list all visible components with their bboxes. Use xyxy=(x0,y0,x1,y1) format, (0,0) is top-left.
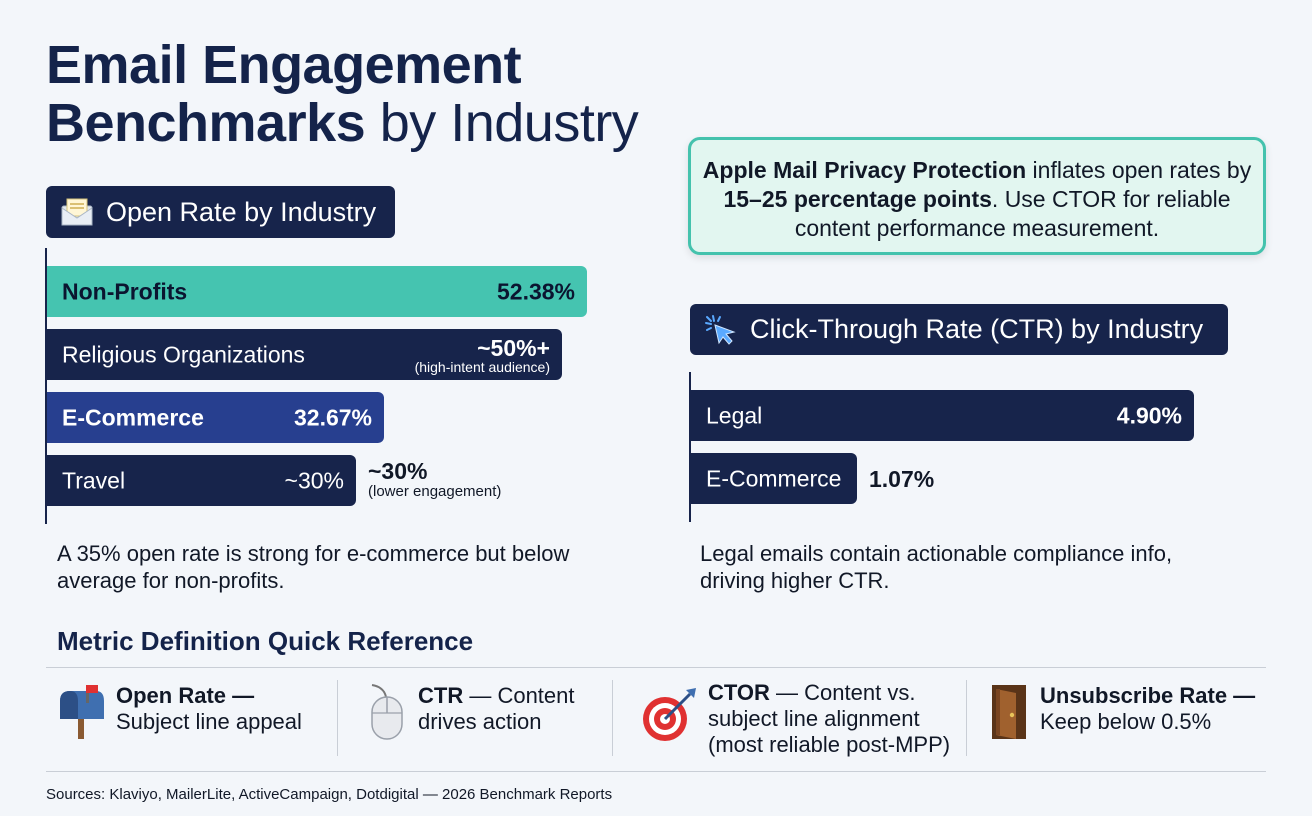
ctr-bar: Legal 4.90% xyxy=(691,390,1194,441)
qr-open-desc: Subject line appeal xyxy=(116,709,302,734)
qr-unsub-name: Unsubscribe Rate xyxy=(1040,683,1228,708)
open-rate-bar-value: ~50%+ (high-intent audience) xyxy=(414,334,550,375)
quick-ref-ctor: CTOR — Content vs. subject line alignmen… xyxy=(640,680,958,758)
quick-ref-ctr: CTR — Content drives action xyxy=(364,683,575,746)
ctr-bar-label: E-Commerce xyxy=(706,465,842,491)
cursor-click-icon xyxy=(704,314,738,346)
callout-part4: . Use CTOR for reliable content performa… xyxy=(794,186,1231,241)
quick-reference-divider-bottom xyxy=(46,771,1266,772)
qr-ctr-name: CTR xyxy=(418,683,464,708)
mouse-icon xyxy=(364,683,408,746)
open-rate-annotation: ~30% (lower engagement) xyxy=(368,458,502,500)
door-icon xyxy=(988,683,1030,746)
open-rate-bar: Religious Organizations ~50%+ (high-intent… xyxy=(47,329,562,380)
open-rate-bar: Travel ~30% xyxy=(47,455,356,506)
callout-part3: 15–25 percentage points xyxy=(723,186,992,212)
quick-reference-title: Metric Definition Quick Reference xyxy=(57,626,474,656)
open-rate-bar-label: Non-Profits xyxy=(62,278,188,304)
envelope-icon xyxy=(60,197,94,227)
open-rate-axis xyxy=(45,248,47,524)
ctr-bar-value: 4.90% xyxy=(1116,402,1182,428)
open-rate-bar-label: E-Commerce xyxy=(62,404,204,430)
quick-ref-unsubscribe: Unsubscribe Rate — Keep below 0.5% xyxy=(988,683,1255,746)
quick-ref-separator-3 xyxy=(966,680,967,756)
sources: Sources: Klaviyo, MailerLite, ActiveCamp… xyxy=(46,786,613,803)
qr-ctor-dash: — Content vs. xyxy=(769,680,916,705)
ctr-bar: E-Commerce xyxy=(691,453,857,504)
open-rate-bar-value: ~30% xyxy=(284,467,344,493)
quick-ref-separator-2 xyxy=(612,680,613,756)
quick-ref-separator-1 xyxy=(337,680,338,756)
ctr-bar-label: Legal xyxy=(706,402,763,428)
qr-unsub-dash: — xyxy=(1227,683,1256,708)
quick-ref-open-rate: Open Rate — Subject line appeal xyxy=(56,683,302,746)
open-rate-heading-label: Open Rate by Industry xyxy=(106,196,377,227)
ctr-heading: Click-Through Rate (CTR) by Industry xyxy=(690,304,1228,355)
target-icon xyxy=(640,686,698,749)
page-title: Email Engagement Benchmarks by Industry xyxy=(46,35,639,153)
qr-ctr-desc: drives action xyxy=(418,709,542,734)
ctr-bar-value: 1.07% xyxy=(869,466,935,492)
qr-open-dash: — xyxy=(226,683,255,708)
open-rate-bar: Non-Profits 52.38% xyxy=(47,266,587,317)
title-line1: Email Engagement xyxy=(46,35,522,95)
open-rate-heading: Open Rate by Industry xyxy=(46,186,395,238)
qr-unsub-desc: Keep below 0.5% xyxy=(1040,709,1212,734)
open-rate-bar-value: 52.38% xyxy=(496,278,575,304)
callout-part1: Apple Mail Privacy Protection xyxy=(702,157,1027,183)
open-rate-bar-label: Travel xyxy=(62,467,126,493)
quick-reference-divider-top xyxy=(46,667,1266,668)
mailbox-icon xyxy=(56,683,106,746)
mpp-callout: Apple Mail Privacy Protection inflates o… xyxy=(688,137,1266,255)
open-rate-note: A 35% open rate is strong for e-commerce… xyxy=(57,541,570,593)
title-line2-light: by Industry xyxy=(379,93,639,153)
ctr-note: Legal emails contain actionable complian… xyxy=(700,541,1173,593)
qr-ctor-desc: subject line alignment (most reliable po… xyxy=(708,706,951,757)
ctr-heading-label: Click-Through Rate (CTR) by Industry xyxy=(750,314,1204,344)
open-rate-bar: E-Commerce 32.67% xyxy=(47,392,384,443)
title-line2-bold: Benchmarks xyxy=(46,93,366,153)
qr-open-name: Open Rate xyxy=(116,683,227,708)
qr-ctr-dash: — Content xyxy=(463,683,575,708)
open-rate-bar-value: 32.67% xyxy=(293,404,372,430)
qr-ctor-name: CTOR xyxy=(708,680,770,705)
open-rate-bar-label: Religious Organizations xyxy=(62,341,305,367)
ctr-axis xyxy=(689,372,691,522)
callout-part2: inflates open rates by xyxy=(1026,157,1252,183)
